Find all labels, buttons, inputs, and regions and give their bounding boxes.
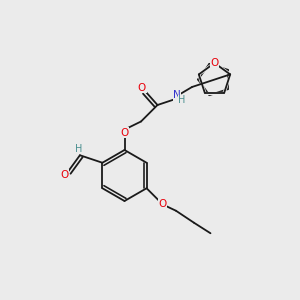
Text: H: H (75, 144, 82, 154)
Text: O: O (158, 199, 166, 209)
Text: H: H (178, 95, 186, 106)
Text: O: O (60, 170, 68, 180)
Text: O: O (138, 83, 146, 93)
Text: O: O (210, 58, 219, 68)
Text: N: N (173, 90, 181, 100)
Text: O: O (120, 128, 129, 138)
